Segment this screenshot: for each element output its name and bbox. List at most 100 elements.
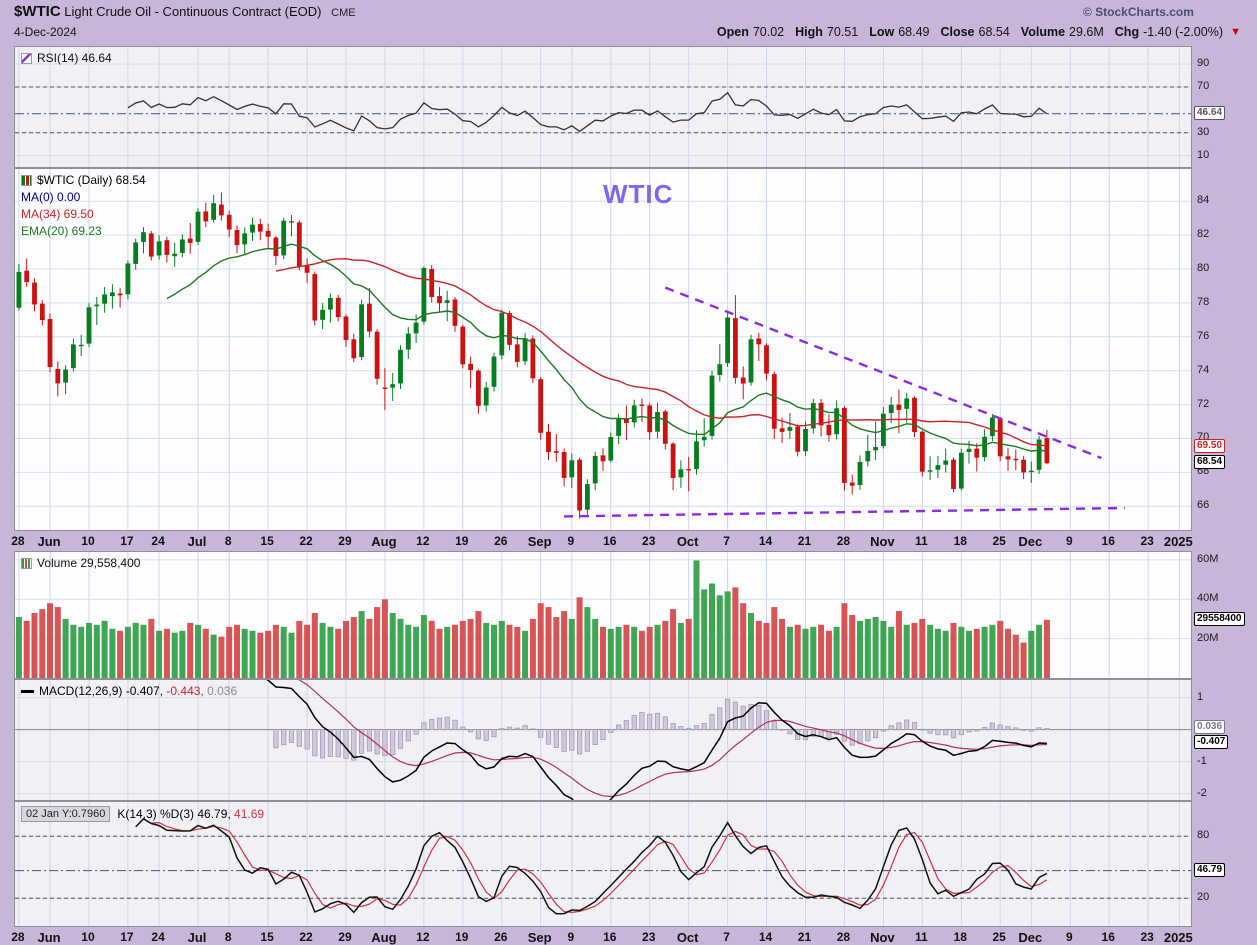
y-axis-label: -2 <box>1197 786 1207 799</box>
x-tick-label: 9 <box>567 534 575 548</box>
quote-close: Close 68.54 <box>940 25 1010 39</box>
quote-chg: Chg -1.40 (-2.00%) <box>1114 25 1223 39</box>
price-symbol-legend: $WTIC (Daily) 68.54 <box>37 173 146 187</box>
x-tick-label: Jul <box>187 930 207 945</box>
x-tick-label: Nov <box>870 930 895 945</box>
x-tick-label: 26 <box>494 930 508 944</box>
x-tick-label: 28 <box>836 534 851 548</box>
x-tick-label: 22 <box>299 930 313 944</box>
stoch-legend-part: K(14,3) %D(3) 46.79, <box>117 807 235 821</box>
y-axis-label: 76 <box>1197 329 1210 342</box>
x-tick-label: 29 <box>338 534 352 548</box>
chart-title: Light Crude Oil - Continuous Contract (E… <box>64 4 322 19</box>
x-tick-label: 28 <box>11 534 25 548</box>
title-row: $WTIC Light Crude Oil - Continuous Contr… <box>14 3 356 20</box>
x-tick-label: 2025 <box>1163 534 1193 549</box>
x-tick-label: Dec <box>1018 930 1043 945</box>
date-row: 4-Dec-2024 <box>14 25 77 39</box>
axis-value-tag: -0.407 <box>1194 734 1229 749</box>
crosshair-readout: 02 Jan Y:0.7960 <box>21 806 111 822</box>
volume-panel: Volume 29,558,400 <box>14 551 1192 679</box>
x-tick-label: 9 <box>567 930 575 944</box>
x-tick-label: 25 <box>992 534 1006 548</box>
x-tick-label: 10 <box>81 930 95 944</box>
stoch-legend-part: 41.69 <box>234 807 265 821</box>
x-tick-label: 18 <box>953 534 967 548</box>
change-dropdown-arrow-icon[interactable]: ▼ <box>1230 26 1241 38</box>
y-axis-label: 84 <box>1197 194 1210 207</box>
x-tick-label: 19 <box>455 534 469 548</box>
axis-value-tag: 29558400 <box>1194 611 1245 626</box>
macd-plot <box>15 680 1191 800</box>
x-tick-label: Oct <box>676 534 699 549</box>
stochastics-plot <box>15 802 1191 926</box>
ma34-legend: MA(34) 69.50 <box>21 207 94 221</box>
stockcharts-link[interactable]: © StockCharts.com <box>1083 5 1194 19</box>
x-tick-label: 21 <box>797 534 812 548</box>
y-axis-label: 60M <box>1197 552 1219 565</box>
x-tick-label: 16 <box>603 534 617 548</box>
quote-open: Open 70.02 <box>716 25 785 39</box>
axis-value-tag: 69.50 <box>1194 438 1226 453</box>
macd-legend-part: 0.036 <box>207 684 238 698</box>
x-tick-label: 7 <box>723 930 730 944</box>
x-axis-top: 28 Jun 10 17 24 Jul 8 15 22 29 Aug 12 19 26 Sep 9 16 23 Oc… <box>0 531 1257 551</box>
quote-high: High 70.51 <box>795 25 859 39</box>
x-tick-label: Sep <box>527 534 552 549</box>
y-axis-label: 70 <box>1197 431 1210 444</box>
x-tick-label: 25 <box>992 930 1006 944</box>
volume-plot <box>15 552 1191 678</box>
x-tick-label: Aug <box>371 930 397 945</box>
ma0-legend: MA(0) 0.00 <box>21 190 81 204</box>
x-tick-label: 15 <box>260 534 274 548</box>
macd-legend-part: MACD(12,26,9) -0.407, <box>39 684 167 698</box>
x-tick-label: 2025 <box>1163 930 1193 945</box>
x-tick-label: 12 <box>416 930 430 944</box>
x-tick-label: 11 <box>914 930 928 944</box>
y-axis-label: 1 <box>1197 690 1204 703</box>
chart-date: 4-Dec-2024 <box>14 25 77 39</box>
macd-legend-text: MACD(12,26,9) -0.407, -0.443, 0.036 <box>39 684 237 698</box>
y-axis-label: 82 <box>1197 228 1210 241</box>
macd-legend-part: -0.443, <box>166 684 208 698</box>
rsi-panel: RSI(14) 46.64 <box>14 46 1192 168</box>
rsi-legend: RSI(14) 46.64 <box>21 51 112 65</box>
y-axis-label: 70 <box>1197 80 1210 92</box>
x-tick-label: Jun <box>37 930 61 945</box>
x-tick-label: Aug <box>371 534 397 549</box>
x-tick-label: 21 <box>797 930 812 944</box>
x-tick-label: 17 <box>120 930 134 944</box>
stoch-legend: 02 Jan Y:0.7960 K(14,3) %D(3) 46.79, 41.… <box>21 806 264 822</box>
price-legend: $WTIC (Daily) 68.54 MA(0) 0.00 MA(34) 69… <box>21 173 146 238</box>
macd-line-icon <box>21 689 34 693</box>
stoch-legend-text: K(14,3) %D(3) 46.79, 41.69 <box>117 807 264 821</box>
x-tick-label: 15 <box>260 930 274 944</box>
axis-value-tag: 68.54 <box>1194 455 1226 470</box>
x-tick-label: 16 <box>1101 930 1115 944</box>
x-tick-label: Jul <box>187 534 207 549</box>
volume-legend-text: Volume 29,558,400 <box>37 556 141 570</box>
price-plot <box>15 169 1191 530</box>
rsi-indicator-icon <box>21 52 32 64</box>
ema20-legend: EMA(20) 69.23 <box>21 224 102 238</box>
exchange-label: CME <box>331 7 356 19</box>
stochastics-panel: 02 Jan Y:0.7960 K(14,3) %D(3) 46.79, 41.… <box>14 801 1192 927</box>
x-tick-label: 28 <box>11 930 25 944</box>
x-tick-label: 8 <box>224 534 232 548</box>
y-axis-label: 72 <box>1197 397 1210 410</box>
x-tick-label: 16 <box>1101 534 1115 548</box>
x-tick-label: 7 <box>723 534 730 548</box>
x-tick-label: 23 <box>1140 534 1154 548</box>
x-tick-label: 24 <box>151 930 165 944</box>
x-tick-label: 14 <box>758 930 773 944</box>
x-tick-label: 26 <box>494 534 508 548</box>
y-axis-label: 90 <box>1197 57 1210 70</box>
copyright-wrap: © StockCharts.com <box>1083 0 1243 20</box>
x-tick-label: Oct <box>676 930 699 945</box>
x-tick-label: 24 <box>151 534 165 548</box>
rsi-legend-text: RSI(14) 46.64 <box>37 51 112 65</box>
y-axis-label: 30 <box>1197 125 1210 138</box>
y-axis-label: -1 <box>1197 754 1207 767</box>
x-tick-label: 23 <box>642 534 656 548</box>
symbol: $WTIC <box>14 3 61 20</box>
